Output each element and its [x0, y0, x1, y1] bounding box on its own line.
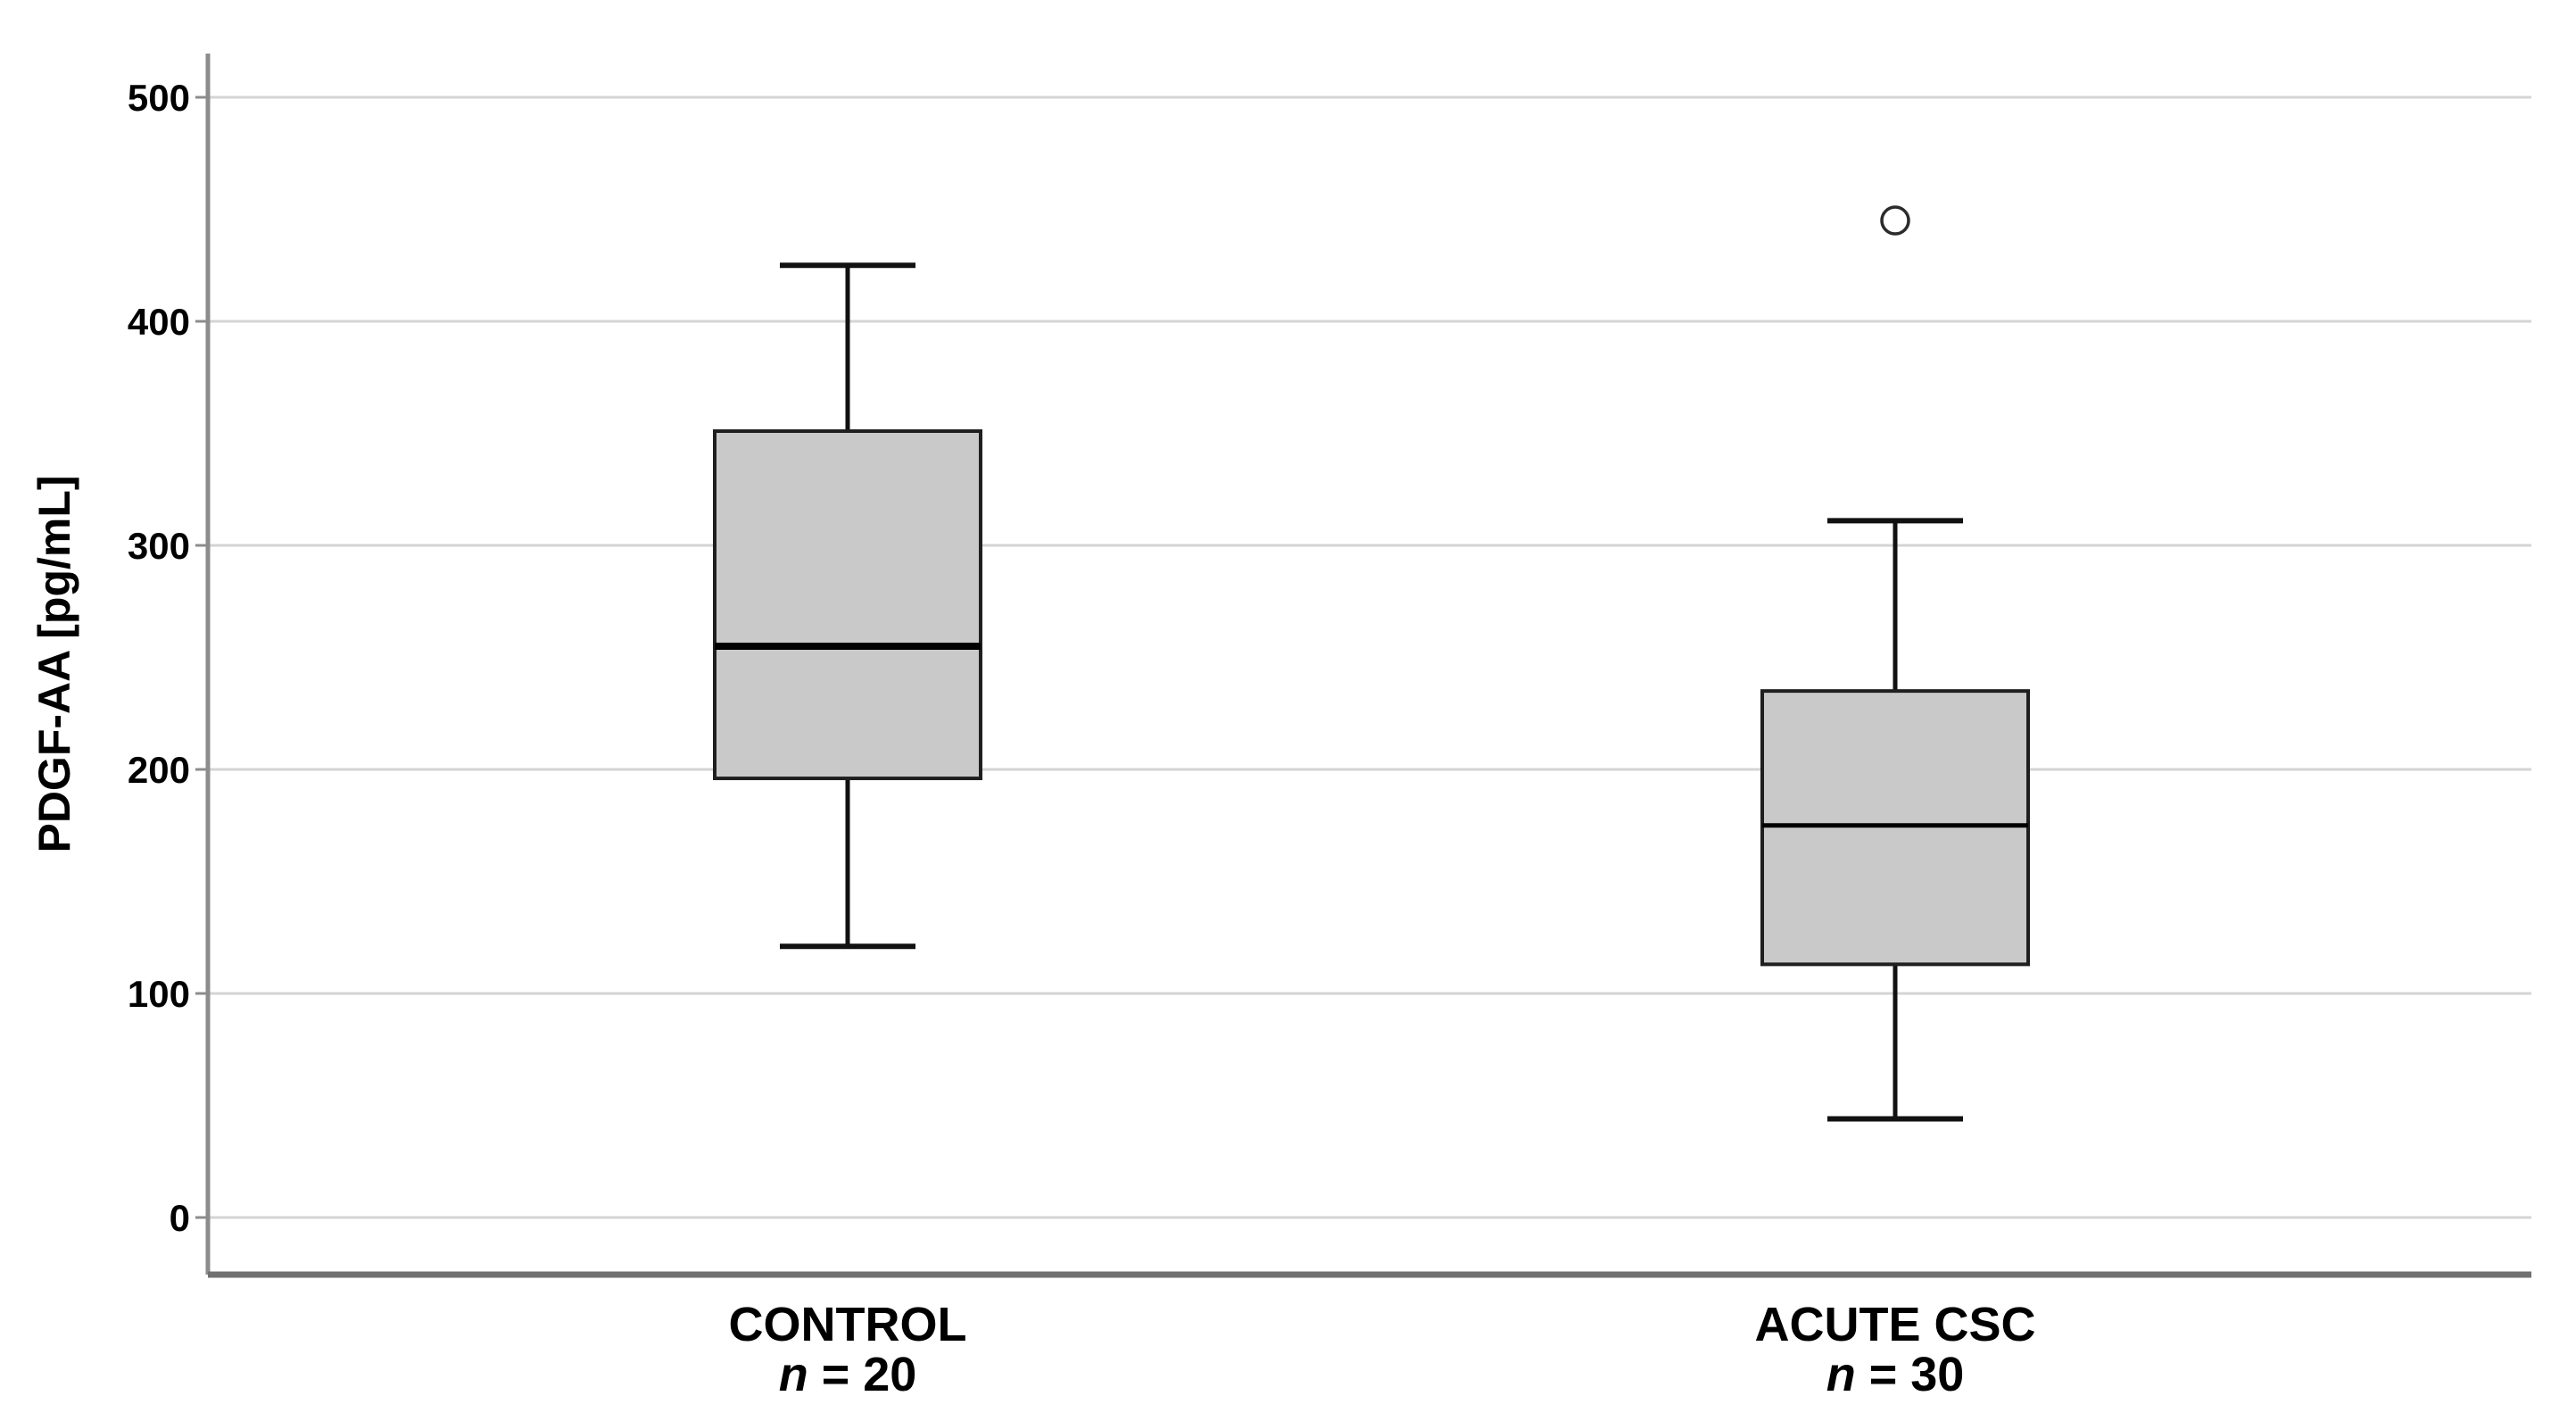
count-value: = 20: [808, 1348, 917, 1401]
box-layer: [713, 205, 2030, 1122]
y-tick-label: 0: [170, 1197, 190, 1239]
y-tick-label: 300: [128, 525, 190, 567]
count-value: = 30: [1856, 1348, 1965, 1401]
iqr-box: [1760, 689, 2030, 967]
gridline-layer: [208, 96, 2531, 1219]
y-tick-label: 200: [128, 749, 190, 791]
y-axis-title: PDGF-AA [pg/mL]: [29, 475, 79, 852]
category-count-label: n = 20: [779, 1348, 917, 1401]
iqr-box: [713, 428, 982, 781]
y-tick-label: 100: [128, 973, 190, 1015]
count-variable-n: n: [779, 1348, 808, 1401]
category-label: CONTROL: [729, 1298, 967, 1351]
y-tick-label: 400: [128, 301, 190, 343]
y-tick-label: 500: [128, 77, 190, 119]
category-count-label: n = 30: [1826, 1348, 1965, 1401]
outlier-point: [1880, 205, 1910, 236]
count-variable-n: n: [1826, 1348, 1856, 1401]
axis-layer: [195, 54, 2531, 1278]
category-label: ACUTE CSC: [1754, 1298, 2035, 1351]
